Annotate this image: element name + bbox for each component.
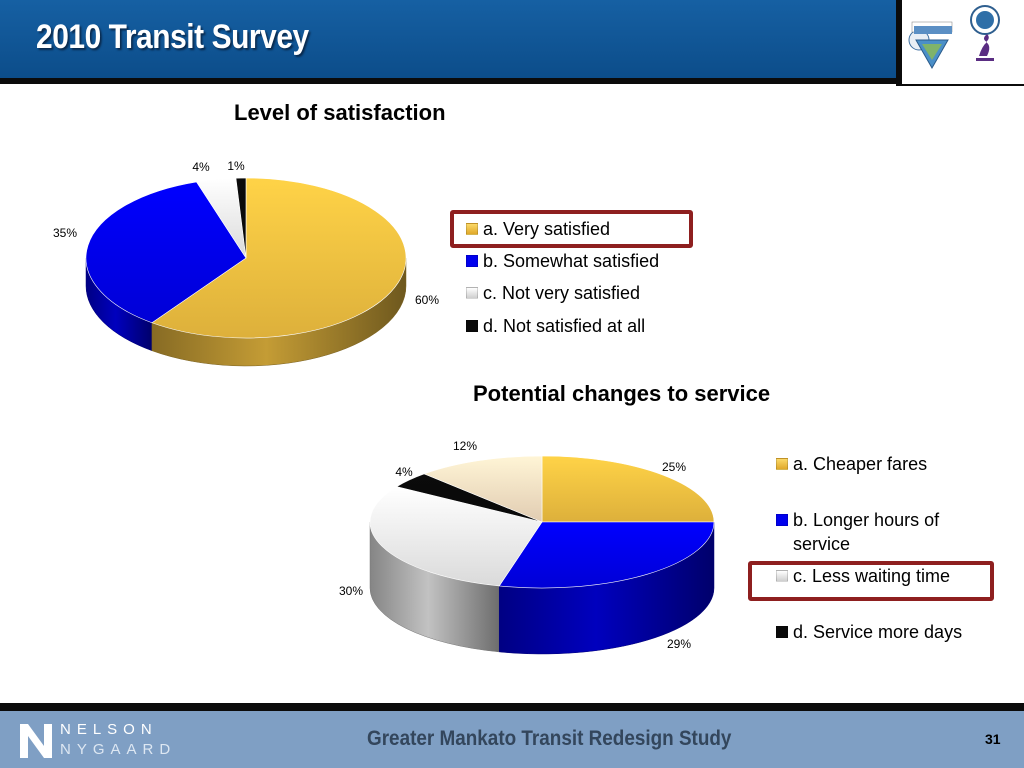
- legend-satisfaction: a. Very satisfied b. Somewhat satisfied …: [466, 217, 696, 341]
- chart-title-changes: Potential changes to service: [473, 381, 771, 406]
- footer-divider: [0, 703, 1024, 711]
- legend1-item-not-very-satisfied: c. Not very satisfied: [466, 281, 640, 305]
- pie-satisfaction-slice-3: [235, 177, 247, 259]
- footer-bar: NELSON NYGAARD Greater Mankato Transit R…: [0, 711, 1024, 768]
- legend-changes: a. Cheaper fares b. Longer hours of serv…: [776, 452, 1002, 652]
- pie1-label-somewhat-satisfied: 35%: [52, 226, 78, 240]
- legend2-highlight-box: [748, 561, 994, 601]
- header-divider: [0, 78, 896, 84]
- legend1-highlight-box: [450, 210, 693, 248]
- legend2-swatch-black: [776, 626, 788, 638]
- legend1-swatch-black: [466, 320, 478, 332]
- legend1-item-not-satisfied: d. Not satisfied at all: [466, 314, 645, 338]
- pie1-label-not-very-satisfied: 4%: [192, 160, 210, 174]
- legend2-swatch-white: [776, 570, 788, 582]
- mankato-logos-icon: [908, 5, 1000, 70]
- nelson-nygaard-logo: NELSON NYGAARD: [18, 721, 170, 761]
- slide-title: 2010 Transit Survey: [36, 18, 309, 56]
- pie1-label-not-satisfied: 1%: [227, 159, 245, 173]
- legend2-item-longer-hours: b. Longer hours of service: [776, 508, 966, 556]
- pie2-label-cheaper-fares: 25%: [661, 460, 687, 474]
- pie2-label-more-days: 4%: [395, 465, 413, 479]
- pie-satisfaction: [85, 177, 407, 367]
- legend2-swatch-gold: [776, 458, 788, 470]
- legend2-item-less-waiting: c. Less waiting time: [776, 564, 950, 588]
- chart-title-satisfaction: Level of satisfaction: [234, 100, 446, 125]
- legend1-item-somewhat-satisfied: b. Somewhat satisfied: [466, 249, 659, 273]
- header-bar: 2010 Transit Survey: [0, 0, 896, 78]
- pie2-label-longer-hours: 29%: [666, 637, 692, 651]
- legend2-item-cheaper-fares: a. Cheaper fares: [776, 452, 927, 476]
- pie2-label-less-waiting: 30%: [338, 584, 364, 598]
- logo-text-nelson: NELSON: [60, 721, 158, 738]
- legend1-swatch-white: [466, 287, 478, 299]
- legend2-item-more-days: d. Service more days: [776, 620, 962, 644]
- page-number: 31: [985, 731, 1001, 747]
- pie-changes-slice-0: [541, 455, 715, 523]
- logo-text-nygaard: NYGAARD: [60, 741, 177, 758]
- pie-changes-slice-4: [423, 455, 543, 523]
- legend1-swatch-blue: [466, 255, 478, 267]
- legend1-item-very-satisfied: a. Very satisfied: [466, 217, 610, 241]
- pie1-label-very-satisfied: 60%: [414, 293, 440, 307]
- pie-satisfaction-slice-0: [151, 177, 407, 339]
- nn-logo-mark-icon: [20, 724, 52, 758]
- pie-changes-slice-1: [498, 521, 715, 589]
- footer-study-name: Greater Mankato Transit Redesign Study: [367, 727, 732, 750]
- pie2-label-other: 12%: [452, 439, 478, 453]
- city-logos: [896, 0, 1024, 86]
- pie-changes: [369, 455, 715, 655]
- pie-changes-slice-2: [369, 486, 543, 587]
- pie-satisfaction-slice-1: [85, 181, 247, 324]
- legend2-swatch-blue: [776, 514, 788, 526]
- pie-charts: [85, 177, 715, 655]
- legend1-swatch-gold: [466, 223, 478, 235]
